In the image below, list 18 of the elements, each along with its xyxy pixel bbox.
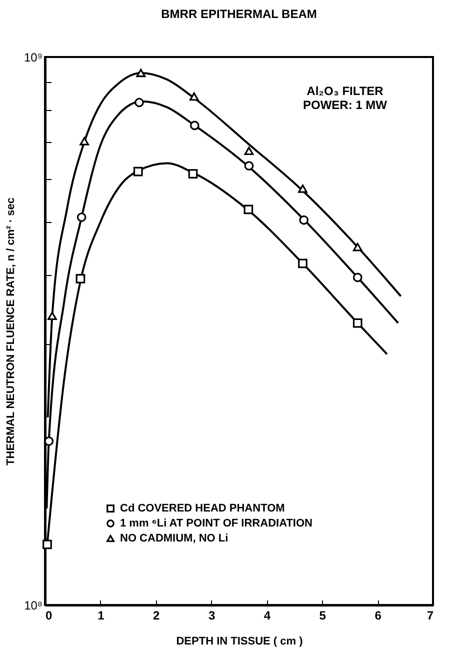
x-tick-label: 5	[319, 608, 326, 622]
x-tick-label: 3	[208, 608, 216, 622]
x-tick-label: 0	[46, 608, 52, 622]
chart-title: BMRR EPITHERMAL BEAM	[161, 7, 317, 21]
legend-label: 1 mm ⁶Li AT POINT OF IRRADIATION	[120, 518, 313, 530]
annotation: POWER: 1 MW	[303, 98, 388, 112]
x-tick-label: 1	[98, 608, 105, 622]
y-axis-title: THERMAL NEUTRON FLUENCE RATE, n / cm² · sec	[5, 198, 18, 466]
legend-label: NO CADMIUM, NO Li	[120, 532, 228, 544]
x-tick-label: 7	[426, 608, 434, 622]
x-tick-label: 2	[153, 608, 160, 622]
y-tick-label: 10⁸	[24, 598, 42, 612]
y-tick-label: 10⁹	[24, 50, 42, 64]
legend-label: Cd COVERED HEAD PHANTOM	[120, 502, 285, 514]
x-tick-label: 4	[264, 608, 271, 622]
x-axis-title: DEPTH IN TISSUE ( cm )	[176, 636, 304, 648]
x-tick-label: 6	[374, 608, 382, 622]
annotation: Al₂O₃ FILTER	[306, 84, 384, 98]
